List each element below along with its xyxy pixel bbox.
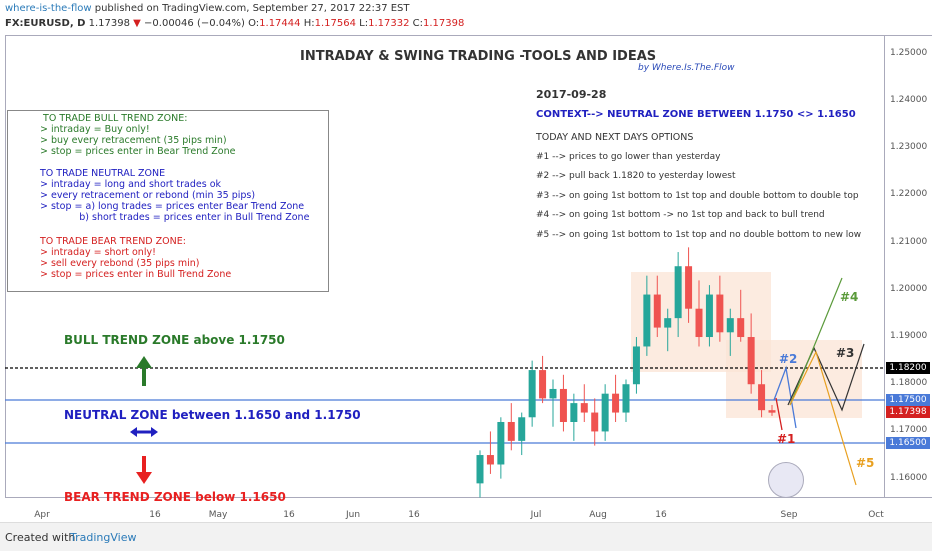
y-tick-label: 1.18000 — [890, 378, 928, 389]
publish-line: where-is-the-flow published on TradingVi… — [5, 3, 410, 14]
high-label: H: — [303, 18, 315, 29]
created-with-label: Created with — [5, 531, 76, 544]
bull-zone-label: BULL TREND ZONE above 1.1750 — [64, 333, 285, 347]
y-tick-label: 1.19000 — [890, 331, 928, 342]
option-2: #2 --> pull back 1.1820 to yesterday low… — [536, 171, 736, 181]
y-tick-label: 1.16000 — [890, 472, 928, 483]
price-tag-1165: 1.16500 — [886, 437, 930, 449]
y-tick-label: 1.17000 — [890, 425, 928, 436]
chart-area[interactable] — [5, 35, 885, 498]
x-tick-label: Jul — [530, 510, 542, 520]
open-value: 1.17444 — [259, 18, 301, 29]
option-1: #1 --> prices to go lower than yesterday — [536, 152, 721, 162]
x-tick-label: Aug — [589, 510, 607, 520]
legend-bear-text: TO TRADE BEAR TREND ZONE: > intraday = s… — [40, 236, 232, 280]
scenario-5-label: #5 — [856, 456, 875, 470]
high-value: 1.17564 — [314, 18, 356, 29]
x-tick-label: May — [208, 510, 228, 520]
y-tick-label: 1.21000 — [890, 236, 928, 247]
scenario-4-label: #4 — [840, 290, 859, 304]
options-heading: TODAY AND NEXT DAYS OPTIONS — [536, 132, 694, 143]
y-tick-label: 1.25000 — [890, 47, 928, 58]
price-axis[interactable] — [885, 35, 932, 498]
close-label: C: — [412, 18, 423, 29]
neutral-zone-label: NEUTRAL ZONE between 1.1650 and 1.1750 — [64, 408, 361, 422]
down-arrow-icon: ▼ — [133, 18, 141, 29]
y-tick-label: 1.22000 — [890, 189, 928, 200]
legend-box — [7, 110, 329, 292]
bear-zone-label: BEAR TREND ZONE below 1.1650 — [64, 490, 286, 504]
option-4: #4 --> on going 1st bottom -> no 1st top… — [536, 210, 825, 220]
chart-header: where-is-the-flow published on TradingVi… — [0, 0, 932, 34]
change: −0.00046 (−0.04%) — [144, 18, 245, 29]
x-tick-label: 16 — [149, 510, 161, 520]
published-text: published on TradingView.com, September … — [91, 3, 410, 14]
scenario-3-label: #3 — [836, 346, 855, 360]
price-tag-1175: 1.17500 — [886, 394, 930, 406]
low-label: L: — [359, 18, 369, 29]
symbol: FX:EURUSD, D — [5, 18, 86, 29]
legend-neutral-text: TO TRADE NEUTRAL ZONE > intraday = long … — [40, 168, 310, 223]
footer: Created with TradingView — [0, 522, 932, 551]
chart-title: INTRADAY & SWING TRADING -TOOLS AND IDEA… — [300, 49, 657, 64]
last-price: 1.17398 — [88, 18, 130, 29]
byline: by Where.Is.The.Flow — [638, 63, 735, 73]
x-tick-label: Apr — [34, 510, 50, 520]
open-label: O: — [248, 18, 260, 29]
y-tick-label: 1.24000 — [890, 95, 928, 105]
x-tick-label: 16 — [283, 510, 295, 520]
x-tick-label: 16 — [655, 510, 667, 520]
ohlc-line: FX:EURUSD, D 1.17398 ▼ −0.00046 (−0.04%)… — [5, 18, 464, 29]
x-tick-label: 16 — [408, 510, 420, 520]
scenario-2-label: #2 — [779, 352, 798, 366]
publisher-avatar[interactable] — [768, 462, 804, 498]
price-tag-1182: 1.18200 — [886, 362, 930, 374]
publisher-link[interactable]: where-is-the-flow — [5, 3, 92, 14]
y-tick-label: 1.20000 — [890, 283, 928, 294]
scenario-1-label: #1 — [777, 432, 796, 446]
close-value: 1.17398 — [423, 18, 465, 29]
tradingview-logo-link[interactable]: TradingView — [70, 531, 137, 544]
x-tick-label: Sep — [780, 510, 798, 520]
legend-bull-text: TO TRADE BULL TREND ZONE: > intraday = B… — [40, 113, 236, 157]
y-tick-label: 1.23000 — [890, 142, 928, 153]
price-tag-last: 1.17398 — [886, 406, 930, 418]
context-text: CONTEXT--> NEUTRAL ZONE BETWEEN 1.1750 <… — [536, 109, 856, 120]
x-tick-label: Oct — [868, 510, 884, 520]
x-tick-label: Jun — [345, 510, 361, 520]
option-5: #5 --> on going 1st bottom to 1st top an… — [536, 230, 862, 240]
option-3: #3 --> on going 1st bottom to 1st top an… — [536, 191, 859, 201]
idea-date: 2017-09-28 — [536, 88, 607, 101]
low-value: 1.17332 — [368, 18, 410, 29]
